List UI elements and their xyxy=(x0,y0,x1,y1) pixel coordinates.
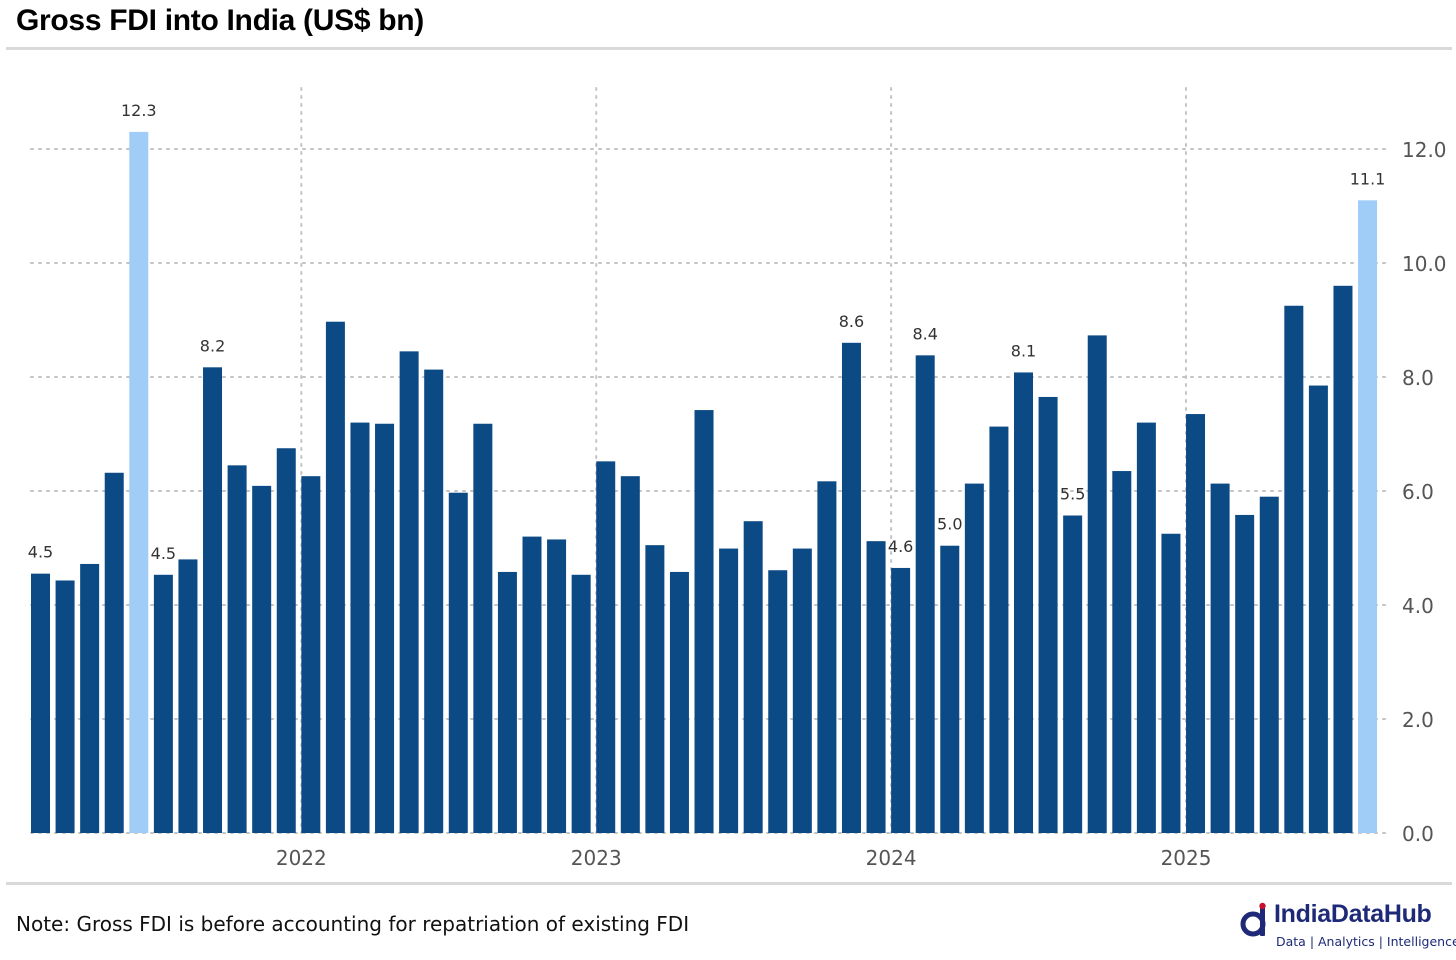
x-tick-label: 2025 xyxy=(1161,846,1212,870)
bar xyxy=(1259,496,1279,833)
bar xyxy=(276,448,296,833)
y-tick-label: 2.0 xyxy=(1402,708,1434,732)
bar xyxy=(768,570,788,833)
bar xyxy=(964,483,984,833)
data-label: 12.3 xyxy=(121,101,157,120)
bar xyxy=(497,571,517,833)
bar xyxy=(915,355,935,833)
bar-highlight xyxy=(1358,200,1378,834)
bar xyxy=(448,492,468,833)
bar xyxy=(1161,533,1181,833)
bar xyxy=(620,476,640,833)
data-label: 4.5 xyxy=(151,544,176,563)
x-tick-label: 2023 xyxy=(571,846,622,870)
bar xyxy=(596,461,616,833)
bar xyxy=(203,367,223,833)
data-label: 4.5 xyxy=(28,543,53,562)
brand-name: IndiaDataHub xyxy=(1274,900,1432,928)
x-tick-label: 2024 xyxy=(866,846,917,870)
bar xyxy=(325,321,345,833)
y-tick-label: 8.0 xyxy=(1402,366,1434,390)
bar xyxy=(866,541,886,833)
bar xyxy=(1112,471,1132,833)
y-tick-label: 0.0 xyxy=(1402,822,1434,846)
bar xyxy=(31,573,50,833)
bar xyxy=(1136,422,1156,833)
bar xyxy=(1284,305,1304,833)
y-tick-label: 12.0 xyxy=(1402,138,1447,162)
brand-tagline: Data | Analytics | Intelligence xyxy=(1276,934,1456,949)
bar xyxy=(350,422,370,833)
brand-logo: IndiaDataHub Data | Analytics | Intellig… xyxy=(1240,900,1456,956)
y-tick-label: 6.0 xyxy=(1402,480,1434,504)
bar xyxy=(1063,515,1083,833)
bar xyxy=(1333,285,1353,833)
bar xyxy=(792,548,812,833)
bar xyxy=(1308,385,1328,833)
bar xyxy=(817,481,837,833)
data-label: 5.0 xyxy=(937,515,962,534)
bar-chart: 4.5 12.3 4.5 8.2 8.6 4.6 8.4 5.0 8.1 5.5 11.1 0.0 2… xyxy=(28,87,1447,870)
axis-layer: 0.0 2.0 4.0 6.0 8.0 10.0 12.0 2022 2023 2024 2025 xyxy=(276,138,1447,870)
bar xyxy=(104,472,124,833)
bar xyxy=(743,521,763,833)
bar xyxy=(989,426,1009,833)
bar xyxy=(719,548,739,833)
data-label: 8.1 xyxy=(1011,341,1036,360)
bar xyxy=(1186,414,1206,833)
bar xyxy=(424,369,444,833)
bottom-divider xyxy=(6,882,1452,885)
y-tick-label: 10.0 xyxy=(1402,252,1447,276)
bar xyxy=(522,536,542,833)
bar xyxy=(473,423,493,833)
bar xyxy=(1087,335,1107,833)
top-divider xyxy=(6,47,1452,50)
bar xyxy=(153,574,173,833)
bar xyxy=(694,410,714,833)
bar xyxy=(178,559,198,833)
data-label: 8.2 xyxy=(200,336,225,355)
bar xyxy=(891,567,911,833)
bar xyxy=(669,571,689,833)
data-label: 8.4 xyxy=(912,324,937,343)
y-tick-label: 4.0 xyxy=(1402,594,1434,618)
data-label: 5.5 xyxy=(1060,485,1085,504)
bar xyxy=(227,465,247,833)
data-label-layer: 4.5 12.3 4.5 8.2 8.6 4.6 8.4 5.0 8.1 5.5 11.1 xyxy=(28,101,1386,563)
data-label: 4.6 xyxy=(888,537,913,556)
bar xyxy=(399,351,419,833)
bar xyxy=(841,342,861,833)
bar xyxy=(547,539,567,833)
data-label: 11.1 xyxy=(1350,169,1386,188)
bar-highlight xyxy=(129,131,149,833)
footnote: Note: Gross FDI is before accounting for… xyxy=(16,912,690,936)
bar xyxy=(301,476,321,833)
bar xyxy=(55,580,75,833)
brand-mark-icon xyxy=(1240,902,1266,937)
bar xyxy=(80,563,100,833)
bar xyxy=(252,485,272,833)
bar xyxy=(1210,483,1230,833)
bar xyxy=(1014,372,1033,833)
chart-title: Gross FDI into India (US$ bn) xyxy=(16,4,424,37)
bar-layer xyxy=(31,131,1378,834)
bar xyxy=(571,574,591,833)
data-label: 8.6 xyxy=(839,312,864,331)
x-tick-label: 2022 xyxy=(276,846,327,870)
bar xyxy=(645,545,665,833)
bar xyxy=(375,423,395,833)
bar xyxy=(1235,514,1255,833)
bar xyxy=(940,545,960,833)
bar xyxy=(1038,396,1058,833)
